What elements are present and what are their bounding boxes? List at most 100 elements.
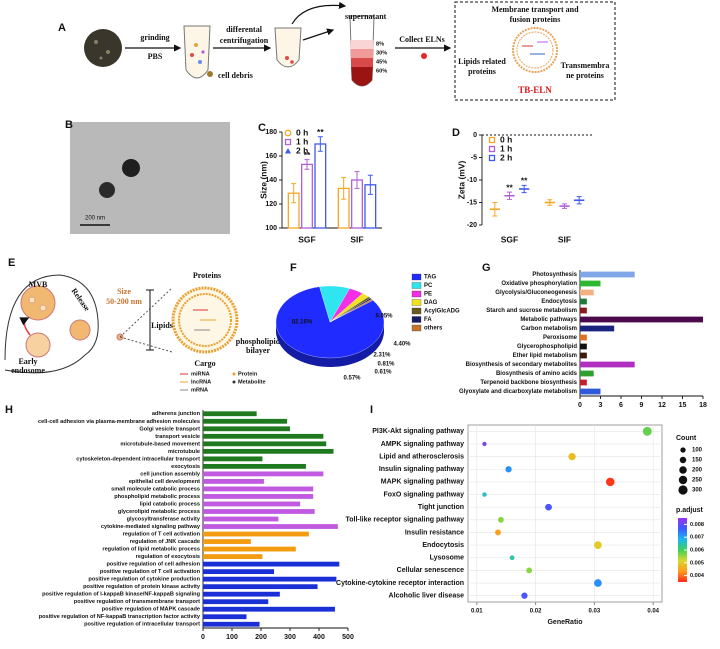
value-label: 4.40% (393, 342, 411, 348)
y-tick-label: Cellular senescence (397, 567, 464, 574)
bar (580, 379, 587, 386)
particle (285, 56, 289, 60)
y-tick-label: cell-cell adhesion via plasma-membrane a… (38, 419, 200, 425)
y-tick-label: regulation of T cell activation (123, 532, 201, 538)
error-bar (562, 203, 567, 209)
seed-dot (94, 40, 98, 44)
legend-marker (488, 145, 496, 153)
step-label: supernatant (345, 12, 387, 21)
bar (580, 280, 601, 287)
y-tick-label: Endocytosis (541, 299, 577, 305)
bar (203, 554, 263, 559)
mvb (20, 285, 56, 321)
panel-label: D (452, 127, 460, 139)
ilv (28, 296, 36, 304)
color-bar (678, 518, 687, 582)
dot (482, 441, 487, 447)
bar (580, 325, 615, 332)
x-tick-label: 0.03 (589, 609, 601, 615)
bar (203, 569, 275, 575)
legend-label: 0.006 (690, 547, 704, 553)
bar (203, 524, 338, 529)
significance: ** (506, 182, 513, 192)
x-tick-label: 12 (658, 402, 666, 409)
legend-label: 0.004 (690, 573, 705, 579)
bar (580, 298, 587, 305)
protein-group: ne proteins (566, 71, 604, 80)
arrow (291, 1, 347, 25)
debris (207, 71, 213, 77)
error-bar (291, 183, 297, 204)
dot (526, 567, 533, 574)
seed-dot (99, 56, 103, 60)
x-tick-label: SGF (298, 234, 315, 244)
error-bar (354, 171, 360, 189)
legend-dot (232, 380, 236, 384)
legend-label: Metabolite (238, 379, 266, 385)
bar (580, 289, 594, 296)
vesicle (122, 159, 140, 177)
diagram-label: Lipids (151, 321, 173, 330)
diagram-label: endosome (11, 366, 45, 375)
y-tick-label: positive regulation of protein kinase ac… (83, 584, 201, 590)
y-tick-label: Lysosome (430, 555, 464, 562)
eln-particle (512, 27, 558, 73)
y-tick-label: phospholipid metabolic process (114, 494, 200, 500)
y-tick-label: positive regulation of NF-kappaB transcr… (39, 614, 201, 620)
step-label: centrifugation (220, 36, 269, 45)
y-tick-label: glycosyltransferase activity (127, 516, 201, 522)
bar (580, 361, 635, 368)
y-tick-label: cytoskeleton-dependent intracellular tra… (76, 456, 200, 462)
bar (203, 531, 309, 537)
bar (580, 307, 587, 314)
dot (482, 492, 487, 497)
error-bar (547, 199, 553, 206)
x-tick-label: 500 (342, 634, 354, 641)
bar (580, 343, 587, 350)
value-label: 0.81% (377, 362, 395, 368)
early-endosome (25, 332, 51, 358)
y-tick-label: microtubule-based movement (120, 441, 200, 447)
bar (203, 426, 290, 432)
y-tick-label: 100 (265, 225, 277, 232)
legend-swatch (411, 282, 422, 289)
x-tick-label: 400 (313, 634, 325, 641)
legend-label: others (424, 326, 443, 332)
plot-frame (467, 424, 663, 603)
error-bar (507, 191, 512, 200)
y-tick-label: positive regulation of T cell activation (100, 569, 201, 575)
y-tick-label: Carbon metabolism (521, 326, 577, 332)
dot (505, 466, 512, 473)
y-tick-label: Glycerophospholipid (517, 344, 577, 350)
y-tick-label: Biosynthesis of amino acids (496, 371, 578, 377)
step-label: PBS (148, 52, 163, 61)
bar (314, 143, 327, 229)
legend-label: Protein (238, 371, 258, 377)
bar (203, 441, 327, 447)
bar (203, 448, 334, 454)
legend-label: 300 (692, 488, 703, 494)
dot (594, 579, 602, 587)
bar (203, 418, 288, 424)
legend-label: 100 (692, 448, 703, 454)
y-tick-label: AMPK signaling pathway (381, 441, 464, 448)
y-tick-label: 140 (265, 177, 277, 184)
y-tick-label: 0 (473, 132, 477, 139)
legend-title: Count (676, 435, 697, 442)
bar (203, 479, 264, 484)
seed-image (84, 29, 122, 67)
error-bar (576, 196, 582, 205)
size-legend-dot (678, 475, 688, 485)
diagram-label: Cargo (194, 359, 215, 368)
bar (203, 456, 263, 462)
y-tick-label: Cytokine-cytokine receptor interaction (336, 580, 464, 587)
y-axis-label: Size (nm) (258, 161, 268, 199)
bilayer (178, 293, 232, 347)
dot (495, 529, 501, 536)
y-tick-label: MAPK signaling pathway (381, 479, 464, 486)
legend-marker (488, 136, 496, 144)
x-axis-label: GeneRatio (547, 619, 582, 626)
protein-group: proteins (468, 67, 496, 76)
y-tick-label: cell junction assembly (140, 471, 201, 477)
